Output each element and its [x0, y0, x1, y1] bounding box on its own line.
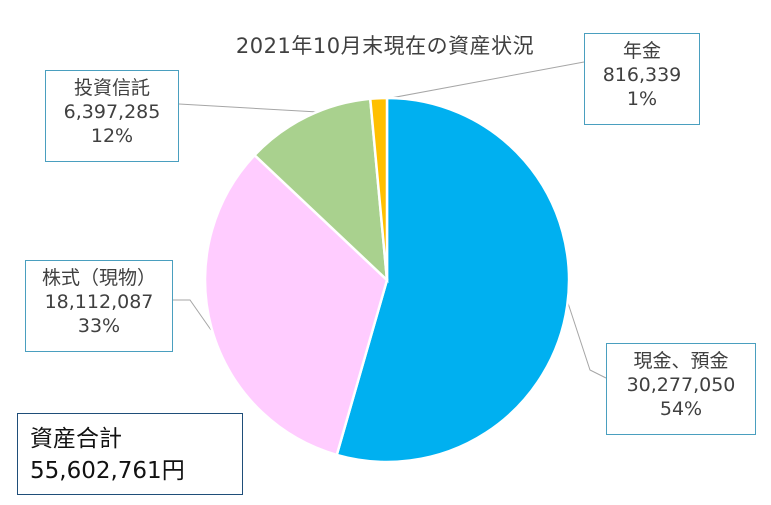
total-assets-value: 55,602,761円 [30, 458, 185, 484]
data-label-pension: 年金 816,339 1% [584, 33, 700, 125]
leader-lines [173, 61, 607, 379]
data-label-investment-trust-percent: 12% [90, 125, 134, 147]
pie-slice-investment-trust [252, 97, 389, 284]
pie-slice-pension [368, 96, 389, 281]
data-label-investment-trust-value: 6,397,285 [63, 101, 161, 123]
data-label-cash-deposits-value: 30,277,050 [626, 374, 736, 396]
leader-line-investment-trust [178, 103, 319, 113]
leader-line-stocks [173, 299, 212, 331]
pie-slice-cash-deposits [335, 96, 571, 464]
chart-title: 2021年10月末現在の資産状況 [235, 34, 535, 58]
data-label-stocks-name: 株式（現物） [41, 267, 156, 289]
data-label-pension-value: 816,339 [602, 64, 682, 86]
leader-line-pension [379, 61, 585, 101]
data-label-cash-deposits: 現金、預金 30,277,050 54% [606, 343, 756, 435]
total-assets-label: 資産合計 [30, 426, 122, 452]
data-label-pension-name: 年金 [622, 40, 661, 62]
data-label-stocks-value: 18,112,087 [44, 291, 154, 313]
pie-slices [203, 96, 571, 464]
total-assets-box: 資産合計 55,602,761円 [17, 413, 243, 495]
pie-slice-stocks [203, 153, 389, 457]
data-label-investment-trust: 投資信託 6,397,285 12% [45, 70, 179, 162]
data-label-investment-trust-name: 投資信託 [73, 77, 150, 99]
leader-line-cash-deposits [566, 299, 607, 379]
data-label-stocks: 株式（現物） 18,112,087 33% [25, 260, 173, 352]
data-label-cash-deposits-percent: 54% [659, 398, 703, 420]
data-label-pension-percent: 1% [626, 88, 658, 110]
data-label-stocks-percent: 33% [77, 315, 121, 337]
data-label-cash-deposits-name: 現金、預金 [633, 350, 729, 372]
